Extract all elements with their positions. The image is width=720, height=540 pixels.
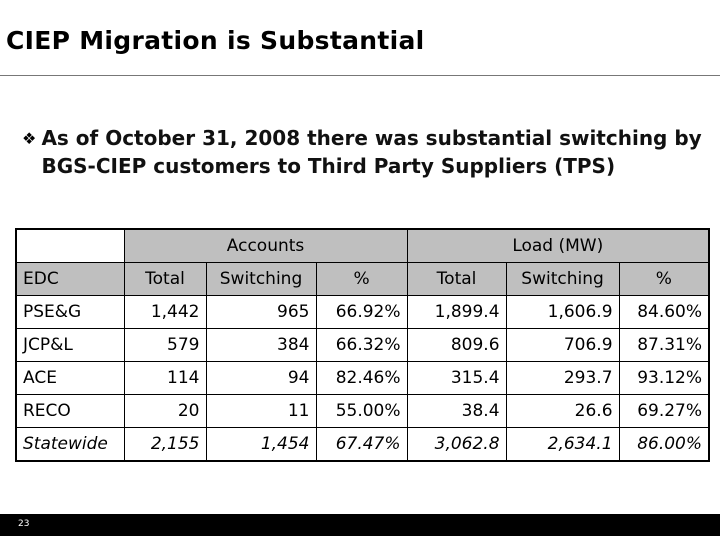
accounts-switching-cell: 384 [205, 328, 317, 362]
column-header: % [315, 262, 408, 296]
load-percent-cell: 87.31% [618, 328, 710, 362]
load-percent-cell: 69.27% [618, 394, 710, 428]
load-switching-cell: 1,606.9 [505, 295, 620, 329]
accounts-percent-cell: 66.92% [315, 295, 408, 329]
column-header: % [618, 262, 710, 296]
edc-cell: ACE [15, 361, 125, 395]
load-percent-cell: 86.00% [618, 427, 710, 462]
load-group-header: Load (MW) [406, 228, 710, 263]
load-percent-cell: 93.12% [618, 361, 710, 395]
load-switching-cell: 706.9 [505, 328, 620, 362]
bullet-text: As of October 31, 2008 there was substan… [41, 126, 702, 178]
accounts-total-cell: 114 [123, 361, 207, 395]
accounts-percent-cell: 66.32% [315, 328, 408, 362]
migration-table: Accounts Load (MW) EDC Total Switching %… [15, 228, 711, 462]
load-total-cell: 315.4 [406, 361, 507, 395]
load-total-cell: 809.6 [406, 328, 507, 362]
accounts-switching-cell: 965 [205, 295, 317, 329]
edc-cell: RECO [15, 394, 125, 428]
accounts-group-header: Accounts [123, 228, 408, 263]
accounts-switching-cell: 94 [205, 361, 317, 395]
load-switching-cell: 2,634.1 [505, 427, 620, 462]
column-header: Switching [505, 262, 620, 296]
slide-title: CIEP Migration is Substantial [6, 26, 425, 55]
load-total-cell: 3,062.8 [406, 427, 507, 462]
blank-corner-cell [15, 228, 125, 263]
table-row: ACE 114 94 82.46% 315.4 293.7 93.12% [15, 361, 710, 395]
table-row: JCP&L 579 384 66.32% 809.6 706.9 87.31% [15, 328, 710, 362]
edc-cell: JCP&L [15, 328, 125, 362]
page-number: 23 [18, 519, 30, 529]
accounts-percent-cell: 55.00% [315, 394, 408, 428]
accounts-total-cell: 579 [123, 328, 207, 362]
accounts-switching-cell: 11 [205, 394, 317, 428]
accounts-total-cell: 1,442 [123, 295, 207, 329]
column-header: Total [123, 262, 207, 296]
load-switching-cell: 293.7 [505, 361, 620, 395]
statewide-total-row: Statewide 2,155 1,454 67.47% 3,062.8 2,6… [15, 427, 710, 462]
title-divider [0, 75, 720, 76]
accounts-switching-cell: 1,454 [205, 427, 317, 462]
column-header: Total [406, 262, 507, 296]
load-percent-cell: 84.60% [618, 295, 710, 329]
load-switching-cell: 26.6 [505, 394, 620, 428]
footer-bar: 23 [0, 514, 720, 536]
edc-cell: Statewide [15, 427, 125, 462]
table-row: RECO 20 11 55.00% 38.4 26.6 69.27% [15, 394, 710, 428]
load-total-cell: 1,899.4 [406, 295, 507, 329]
accounts-percent-cell: 82.46% [315, 361, 408, 395]
edc-cell: PSE&G [15, 295, 125, 329]
column-header: Switching [205, 262, 317, 296]
diamond-bullet-icon: ❖ [22, 129, 37, 148]
accounts-percent-cell: 67.47% [315, 427, 408, 462]
group-header-row: Accounts Load (MW) [15, 228, 710, 263]
column-header: EDC [15, 262, 125, 296]
accounts-total-cell: 2,155 [123, 427, 207, 462]
bullet-point: ❖ As of October 31, 2008 there was subst… [22, 124, 712, 180]
load-total-cell: 38.4 [406, 394, 507, 428]
column-header-row: EDC Total Switching % Total Switching % [15, 262, 710, 296]
table-row: PSE&G 1,442 965 66.92% 1,899.4 1,606.9 8… [15, 295, 710, 329]
accounts-total-cell: 20 [123, 394, 207, 428]
